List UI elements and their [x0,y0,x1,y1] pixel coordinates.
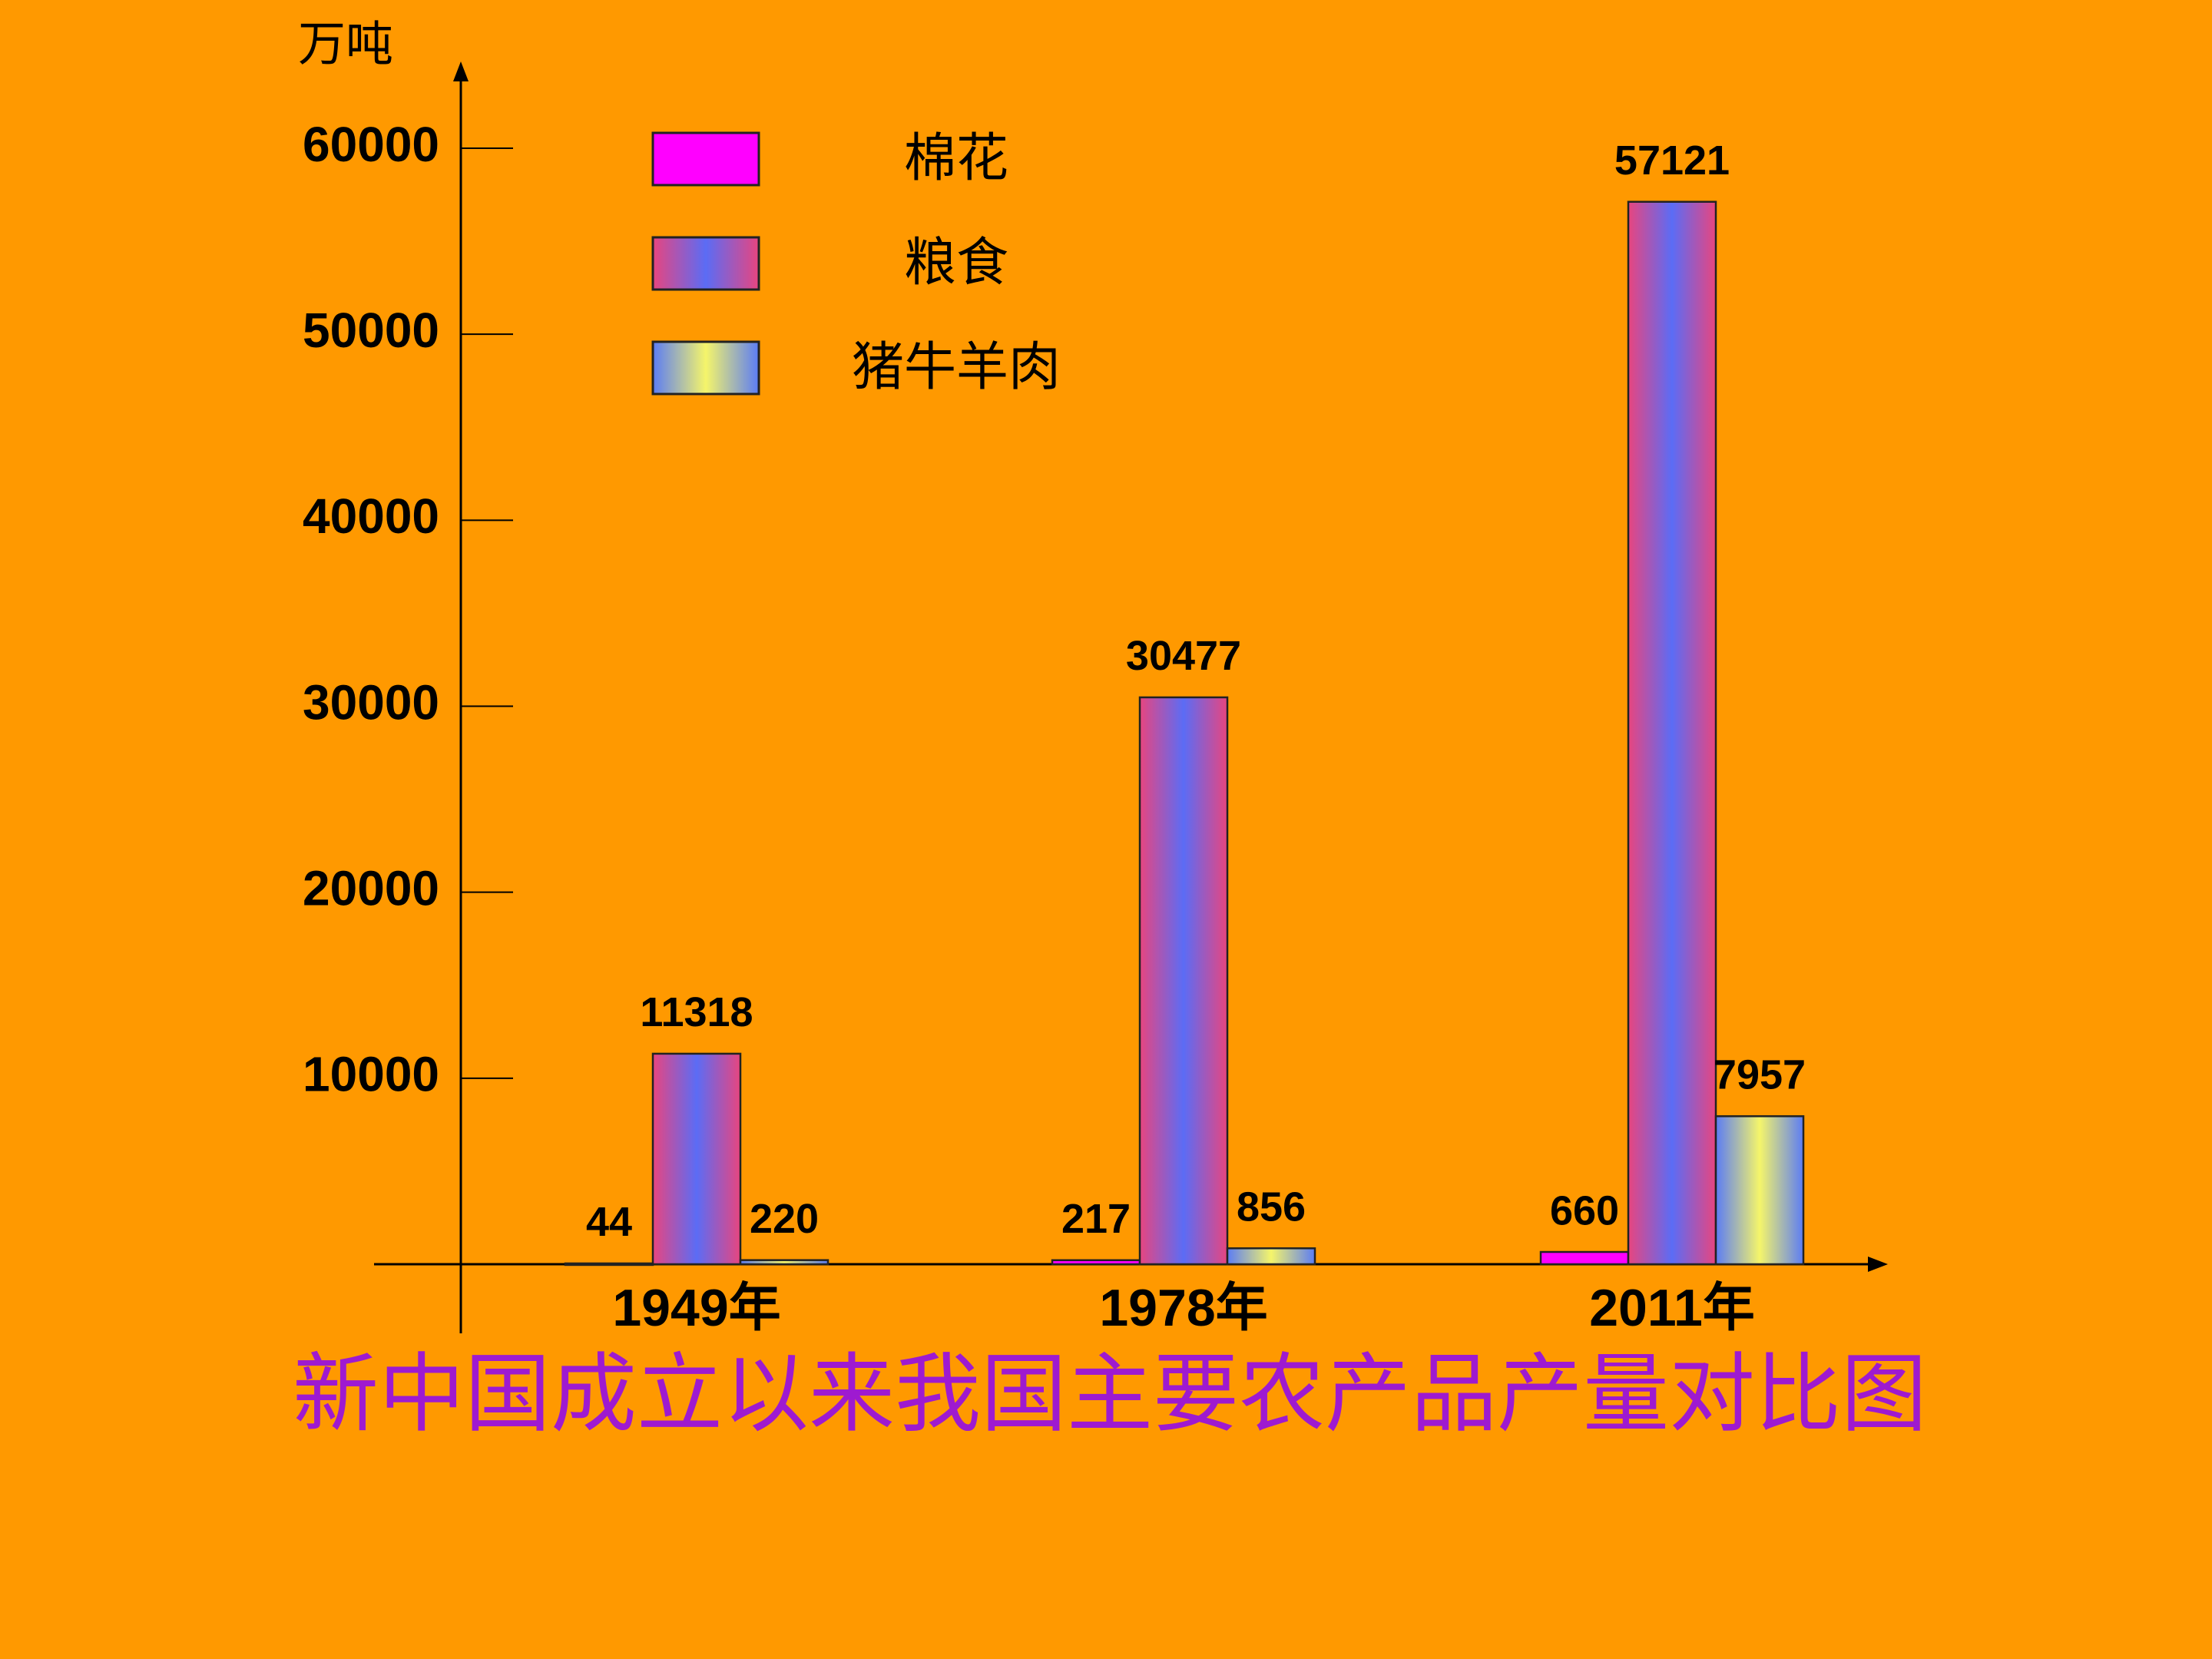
bar [1051,1259,1141,1266]
chart-title: 新中国成立以来我国主要农产品产量对比图 [293,1346,1927,1442]
data-label: 217 [1061,1196,1131,1242]
bar [1539,1250,1630,1266]
y-axis-arrow [453,61,469,81]
y-tick-label: 30000 [303,674,439,730]
data-label: 220 [750,1196,819,1242]
legend-swatch [651,236,760,291]
x-tick-label: 1978年 [1099,1279,1267,1337]
y-tick-label: 40000 [303,488,439,544]
y-axis-label: 万吨 [298,18,393,71]
legend-swatch [651,131,760,187]
data-label: 30477 [1126,633,1241,679]
x-axis-arrow [1868,1257,1888,1272]
data-label: 44 [586,1199,632,1245]
bar [1138,696,1229,1266]
bar [651,1052,742,1266]
y-tick-label: 20000 [303,861,439,916]
bar [1226,1247,1316,1266]
bar [1714,1115,1805,1266]
bar [564,1262,654,1267]
data-label: 57121 [1614,137,1730,184]
x-tick-label: 2011年 [1589,1279,1755,1337]
data-label: 856 [1237,1184,1306,1230]
x-tick-label: 1949年 [612,1279,780,1337]
bar [1627,200,1717,1266]
data-label: 660 [1550,1187,1619,1233]
data-label: 11318 [640,989,753,1035]
legend-label: 棉花 [904,129,1008,187]
y-tick-label: 50000 [303,303,439,358]
legend-label: 猪牛羊肉 [852,338,1061,396]
bar [739,1259,830,1266]
data-label: 7957 [1714,1052,1806,1098]
legend-swatch [651,340,760,396]
y-tick-label: 10000 [303,1047,439,1102]
y-tick-label: 60000 [303,117,439,172]
legend-label: 粮食 [904,233,1008,292]
